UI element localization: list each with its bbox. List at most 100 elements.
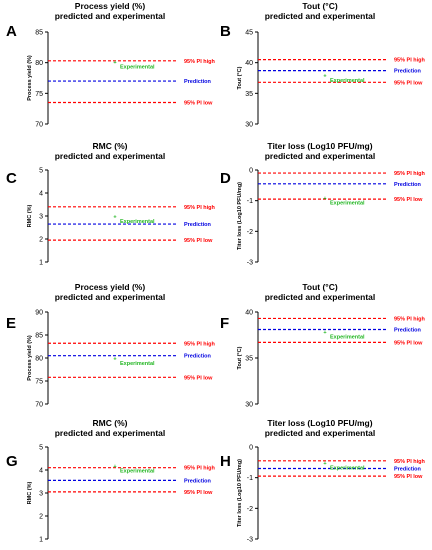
panel-a-subtitle: predicted and experimental [55, 11, 166, 21]
panel-b-y-tick-label: 45 [245, 30, 253, 37]
panel-a-y-tick-label: 80 [35, 60, 43, 67]
panel-e-title: Process yield (%) [75, 282, 146, 292]
panel-e-y-axis-label: Process yield (%) [27, 335, 33, 381]
panel-b-letter: B [220, 23, 231, 40]
panel-f-experimental-marker: + [323, 330, 326, 336]
panel-h-title: Titer loss (Log10 PFU/mg) [267, 418, 372, 428]
panel-g-prediction-label: Prediction [184, 478, 212, 484]
panel-a-y-axis-label: Process yield (%) [27, 55, 33, 101]
panel-f-pi-high-label: 95% PI high [394, 316, 426, 322]
panel-b-pi-low-label: 95% PI low [394, 80, 423, 86]
panel-c-subtitle: predicted and experimental [55, 151, 166, 161]
panel-c-y-axis-label: RMC (%) [27, 205, 33, 228]
panel-c-letter: C [6, 170, 17, 187]
panel-b-pi-high-label: 95% PI high [394, 58, 426, 64]
panel-e-pi-high-label: 95% PI high [184, 341, 216, 347]
panel-d-y-tick-label: -1 [247, 198, 253, 205]
panel-d-y-tick-label: -2 [247, 229, 253, 236]
panel-d-y-tick-label: 0 [249, 168, 253, 175]
panel-c-y-tick-label: 5 [39, 168, 43, 175]
panel-g-y-tick-label: 3 [39, 491, 43, 498]
panel-e-y-tick-label: 80 [35, 356, 43, 363]
panel-a-y-tick-label: 70 [35, 122, 43, 129]
panel-f-letter: F [220, 315, 229, 332]
panel-h-y-tick-label: -3 [247, 537, 253, 544]
panel-a-experimental-marker: + [113, 60, 116, 66]
panel-f-experimental-label: Experimental [330, 334, 365, 340]
panel-d-prediction-label: Prediction [394, 182, 422, 188]
panel-d-experimental-label: Experimental [330, 201, 365, 207]
panel-e-y-tick-label: 70 [35, 402, 43, 409]
panel-f-y-tick-label: 30 [245, 402, 253, 409]
panel-e-y-tick-label: 75 [35, 379, 43, 386]
panel-b-subtitle: predicted and experimental [265, 11, 376, 21]
panel-h-y-axis-label: Titer loss (Log10 PFU/mg) [237, 459, 243, 527]
panel-a-title: Process yield (%) [75, 1, 146, 11]
panel-g-y-tick-label: 4 [39, 468, 43, 475]
panel-g-experimental-marker: + [113, 464, 116, 470]
panel-b-experimental-marker: + [323, 73, 326, 79]
panel-b-title: Tout (°C) [302, 1, 338, 11]
panel-f-y-tick-label: 35 [245, 356, 253, 363]
panel-g-y-axis-label: RMC (%) [27, 482, 33, 505]
panel-e-prediction-label: Prediction [184, 354, 212, 360]
panel-g-letter: G [6, 453, 18, 470]
panel-f-title: Tout (°C) [302, 282, 338, 292]
panel-c-pi-low-label: 95% PI low [184, 238, 213, 244]
panel-d-y-axis-label: Titer loss (Log10 PFU/mg) [237, 182, 243, 250]
panel-g-pi-high-label: 95% PI high [184, 466, 216, 472]
panel-h-y-tick-label: -2 [247, 506, 253, 513]
panel-f-pi-low-label: 95% PI low [394, 340, 423, 346]
panel-c-y-tick-label: 1 [39, 260, 43, 267]
panel-c-experimental-marker: + [113, 215, 116, 221]
panel-d-pi-low-label: 95% PI low [394, 197, 423, 203]
panel-f-y-axis-label: Tout (°C) [237, 346, 243, 369]
panel-h-y-tick-label: -1 [247, 475, 253, 482]
panel-d-title: Titer loss (Log10 PFU/mg) [267, 141, 372, 151]
panel-g-y-tick-label: 2 [39, 514, 43, 521]
panel-f-prediction-label: Prediction [394, 327, 422, 333]
panel-a-pi-high-label: 95% PI high [184, 59, 216, 65]
panel-e-letter: E [6, 315, 16, 332]
panel-c-title: RMC (%) [93, 141, 128, 151]
panel-d-y-tick-label: -3 [247, 260, 253, 267]
panel-c-pi-high-label: 95% PI high [184, 205, 216, 211]
panel-d-pi-high-label: 95% PI high [394, 171, 426, 177]
panel-g-title: RMC (%) [93, 418, 128, 428]
panel-d-subtitle: predicted and experimental [265, 151, 376, 161]
panel-g-y-tick-label: 5 [39, 445, 43, 452]
panel-e-subtitle: predicted and experimental [55, 292, 166, 302]
panel-b-y-tick-label: 35 [245, 91, 253, 98]
panel-h-letter: H [220, 453, 231, 470]
panel-b-prediction-label: Prediction [394, 69, 422, 75]
panel-d-experimental-marker: + [323, 196, 326, 202]
panel-h-y-tick-label: 0 [249, 445, 253, 452]
panel-e-y-tick-label: 90 [35, 310, 43, 317]
panel-b-experimental-label: Experimental [330, 78, 365, 84]
panel-g-subtitle: predicted and experimental [55, 428, 166, 438]
panel-h-subtitle: predicted and experimental [265, 428, 376, 438]
panel-e-experimental-marker: + [113, 357, 116, 363]
panel-c-prediction-label: Prediction [184, 222, 212, 228]
panel-f-y-tick-label: 40 [245, 310, 253, 317]
panel-c-y-tick-label: 4 [39, 191, 43, 198]
panel-d-letter: D [220, 170, 231, 187]
panel-h-pi-low-label: 95% PI low [394, 474, 423, 480]
panel-f-subtitle: predicted and experimental [265, 292, 376, 302]
panel-c-y-tick-label: 2 [39, 237, 43, 244]
panel-g-experimental-label: Experimental [120, 468, 155, 474]
panel-h-experimental-label: Experimental [330, 465, 365, 471]
panel-g-pi-low-label: 95% PI low [184, 490, 213, 496]
panel-b-y-axis-label: Tout (°C) [237, 66, 243, 89]
panel-b-y-tick-label: 30 [245, 122, 253, 129]
panel-a-letter: A [6, 23, 17, 40]
panel-e-pi-low-label: 95% PI low [184, 375, 213, 381]
panel-a-pi-low-label: 95% PI low [184, 101, 213, 107]
panel-a-y-tick-label: 75 [35, 91, 43, 98]
panel-c-y-tick-label: 3 [39, 214, 43, 221]
panel-h-pi-high-label: 95% PI high [394, 459, 426, 465]
panel-e-y-tick-label: 85 [35, 333, 43, 340]
panel-c-experimental-label: Experimental [120, 219, 155, 225]
panel-b-y-tick-label: 40 [245, 60, 253, 67]
